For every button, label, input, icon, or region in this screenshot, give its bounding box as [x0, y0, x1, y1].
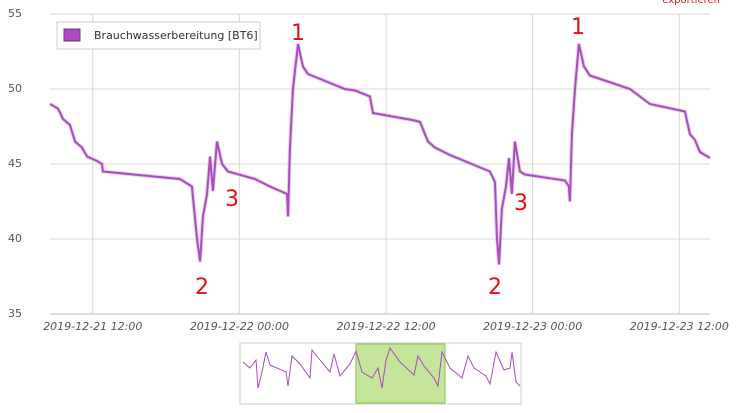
annotation: 2: [488, 275, 502, 300]
y-tick-label: 35: [8, 307, 22, 320]
export-link[interactable]: exportieren: [662, 0, 720, 6]
series-line: [49, 43, 711, 265]
legend-label: Brauchwasserbereitung [BT6]: [94, 29, 258, 42]
annotation: 1: [291, 21, 305, 46]
legend-swatch: [63, 28, 81, 42]
x-tick-label: 2019-12-23 00:00: [483, 320, 582, 333]
x-tick-label: 2019-12-22 00:00: [190, 320, 289, 333]
y-tick-label: 55: [8, 7, 22, 20]
legend-box: [56, 21, 261, 50]
annotation: 3: [225, 187, 239, 212]
x-tick-label: 2019-12-23 12:00: [630, 320, 729, 333]
y-tick-label: 40: [8, 232, 22, 245]
line-shadow: [49, 43, 712, 265]
navigator[interactable]: [239, 342, 522, 405]
x-tick-label: 2019-12-22 12:00: [336, 320, 435, 333]
annotation: 2: [195, 275, 209, 300]
y-tick-label: 45: [8, 157, 22, 170]
y-tick-label: 50: [8, 82, 22, 95]
navigator-window[interactable]: [355, 343, 446, 404]
x-tick-label: 2019-12-21 12:00: [43, 320, 142, 333]
annotation: 1: [571, 15, 585, 40]
annotation: 3: [514, 191, 528, 216]
navigator-line: [242, 346, 521, 389]
